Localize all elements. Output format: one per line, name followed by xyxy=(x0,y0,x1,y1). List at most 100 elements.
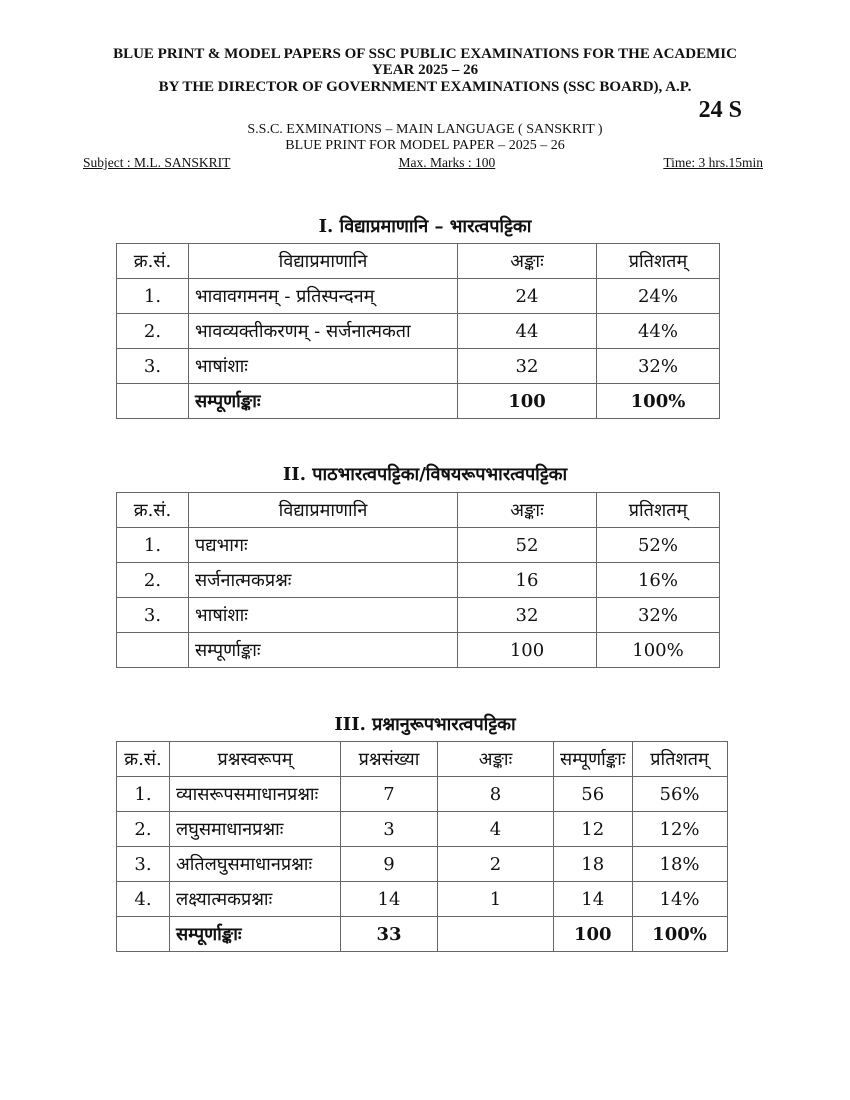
cell: 1. xyxy=(116,527,189,563)
cell: 2 xyxy=(437,846,554,882)
cell: प्रश्नस्वरूपम् xyxy=(169,741,341,777)
cell: प्रतिशतम् xyxy=(596,243,720,279)
cell: 100% xyxy=(631,916,728,952)
header-line-2: YEAR 2025 – 26 xyxy=(371,62,479,78)
cell: विद्याप्रमाणानि xyxy=(188,243,458,279)
cell: 18% xyxy=(631,846,728,882)
table2-title: II. पाठभारत्वपट्टिका/विषयरूपभारत्वपट्टिक… xyxy=(282,464,568,485)
paper-code: 24 S xyxy=(698,97,742,123)
cell: प्रश्नसंख्या xyxy=(340,741,438,777)
cell: 2. xyxy=(116,562,189,598)
cell: 12 xyxy=(553,811,633,847)
cell: अङ्काः xyxy=(457,243,597,279)
cell: 4. xyxy=(116,881,170,917)
cell: सम्पूर्णाङ्काः xyxy=(553,741,633,777)
table-row: 2. भावव्यक्तीकरणम् - सर्जनात्मकता 44 44% xyxy=(116,313,720,349)
cell: भाषांशाः xyxy=(188,348,458,384)
header-row: क्र.सं. विद्याप्रमाणानि अङ्काः प्रतिशतम् xyxy=(116,492,720,528)
table-row: 4. लक्ष्यात्मकप्रश्नाः 14 1 14 14% xyxy=(116,881,728,917)
time: Time: 3 hrs.15min xyxy=(663,155,763,170)
cell: 56% xyxy=(631,776,728,812)
cell: 7 xyxy=(340,776,438,812)
cell: 52 xyxy=(457,527,597,563)
table-row: 1. व्यासरूपसमाधानप्रश्नाः 7 8 56 56% xyxy=(116,776,728,812)
total-row: सम्पूर्णाङ्काः 33 100 100% xyxy=(116,916,728,952)
table2: क्र.सं. विद्याप्रमाणानि अङ्काः प्रतिशतम् 1. प… xyxy=(116,492,720,668)
cell: क्र.सं. xyxy=(116,243,189,279)
table-row: 3. भाषांशाः 32 32% xyxy=(116,597,720,633)
table1-title: I. विद्याप्रमाणानि – भारत्वपट्टिका xyxy=(318,216,532,237)
cell: 32 xyxy=(457,597,597,633)
cell: भावव्यक्तीकरणम् - सर्जनात्मकता xyxy=(188,313,458,349)
header-row: क्र.सं. प्रश्नस्वरूपम् प्रश्नसंख्या अङ्काः स… xyxy=(116,741,728,777)
cell: 14 xyxy=(340,881,438,917)
cell: 33 xyxy=(340,916,438,952)
header-line-4: S.S.C. EXMINATIONS – MAIN LANGUAGE ( SAN… xyxy=(247,122,603,137)
cell: 100 xyxy=(553,916,633,952)
cell: 2. xyxy=(116,811,170,847)
cell: 3. xyxy=(116,846,170,882)
cell: सम्पूर्णाङ्काः xyxy=(169,916,341,952)
cell: पद्यभागः xyxy=(188,527,458,563)
cell: अतिलघुसमाधानप्रश्नाः xyxy=(169,846,341,882)
cell: 32% xyxy=(596,348,720,384)
cell: लक्ष्यात्मकप्रश्नाः xyxy=(169,881,341,917)
table-row: 2. सर्जनात्मकप्रश्नः 16 16% xyxy=(116,562,720,598)
cell: 12% xyxy=(631,811,728,847)
cell: सर्जनात्मकप्रश्नः xyxy=(188,562,458,598)
cell: भाषांशाः xyxy=(188,597,458,633)
cell: 100% xyxy=(596,383,720,419)
cell: 32 xyxy=(457,348,597,384)
table3: क्र.सं. प्रश्नस्वरूपम् प्रश्नसंख्या अङ्काः स… xyxy=(116,741,728,952)
cell: 3. xyxy=(116,597,189,633)
cell: 1 xyxy=(437,881,554,917)
cell: 8 xyxy=(437,776,554,812)
cell: 18 xyxy=(553,846,633,882)
cell: अङ्काः xyxy=(437,741,554,777)
cell xyxy=(437,916,554,952)
cell: क्र.सं. xyxy=(116,492,189,528)
cell: 24% xyxy=(596,278,720,314)
cell: 2. xyxy=(116,313,189,349)
cell: अङ्काः xyxy=(457,492,597,528)
cell: 3 xyxy=(340,811,438,847)
cell: 100 xyxy=(457,632,597,668)
header-line-3: BY THE DIRECTOR OF GOVERNMENT EXAMINATIO… xyxy=(158,79,692,95)
table-row: 1. भावावगमनम् - प्रतिस्पन्दनम् 24 24% xyxy=(116,278,720,314)
cell: 32% xyxy=(596,597,720,633)
cell: 14 xyxy=(553,881,633,917)
table-row: 3. भाषांशाः 32 32% xyxy=(116,348,720,384)
cell: सम्पूर्णाङ्काः xyxy=(188,632,458,668)
table-row: 3. अतिलघुसमाधानप्रश्नाः 9 2 18 18% xyxy=(116,846,728,882)
table1: क्र.सं. विद्याप्रमाणानि अङ्काः प्रतिशतम् 1. भ… xyxy=(116,243,720,419)
cell: व्यासरूपसमाधानप्रश्नाः xyxy=(169,776,341,812)
table-row: 2. लघुसमाधानप्रश्नाः 3 4 12 12% xyxy=(116,811,728,847)
total-row: सम्पूर्णाङ्काः 100 100% xyxy=(116,383,720,419)
cell xyxy=(116,632,189,668)
cell: प्रतिशतम् xyxy=(631,741,728,777)
cell: 44% xyxy=(596,313,720,349)
cell: 24 xyxy=(457,278,597,314)
cell: 1. xyxy=(116,278,189,314)
cell: 14% xyxy=(631,881,728,917)
cell: भावावगमनम् - प्रतिस्पन्दनम् xyxy=(188,278,458,314)
header-line-5: BLUE PRINT FOR MODEL PAPER – 2025 – 26 xyxy=(285,138,565,153)
cell: 4 xyxy=(437,811,554,847)
cell xyxy=(116,383,189,419)
cell: सम्पूर्णाङ्काः xyxy=(188,383,458,419)
cell: 100% xyxy=(596,632,720,668)
table3-title: III. प्रश्नानुरूपभारत्वपट्टिका xyxy=(334,714,516,735)
cell: प्रतिशतम् xyxy=(596,492,720,528)
cell: 9 xyxy=(340,846,438,882)
cell: 44 xyxy=(457,313,597,349)
cell: 16 xyxy=(457,562,597,598)
subject: Subject : M.L. SANSKRIT xyxy=(83,155,231,170)
total-row: सम्पूर्णाङ्काः 100 100% xyxy=(116,632,720,668)
cell: 52% xyxy=(596,527,720,563)
cell: 100 xyxy=(457,383,597,419)
cell: लघुसमाधानप्रश्नाः xyxy=(169,811,341,847)
max-marks: Max. Marks : 100 xyxy=(398,155,496,170)
header-row: क्र.सं. विद्याप्रमाणानि अङ्काः प्रतिशतम् xyxy=(116,243,720,279)
cell: विद्याप्रमाणानि xyxy=(188,492,458,528)
cell: 56 xyxy=(553,776,633,812)
